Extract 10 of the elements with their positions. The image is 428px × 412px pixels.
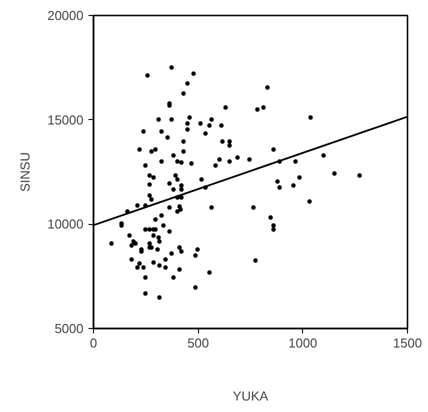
x-tick-label: 1500 — [393, 336, 422, 350]
x-axis-title: YUKA — [232, 388, 269, 404]
x-tick-label: 500 — [187, 336, 210, 350]
y-axis-title: SINSU — [17, 152, 32, 192]
y-tick-label: 10000 — [47, 216, 84, 232]
x-tick-label: 0 — [90, 336, 98, 350]
y-tick-label: 15000 — [47, 112, 84, 128]
y-tick-label: 5000 — [54, 321, 84, 336]
x-tick-label: 1000 — [288, 336, 318, 350]
y-tick-label: 20000 — [47, 8, 84, 23]
